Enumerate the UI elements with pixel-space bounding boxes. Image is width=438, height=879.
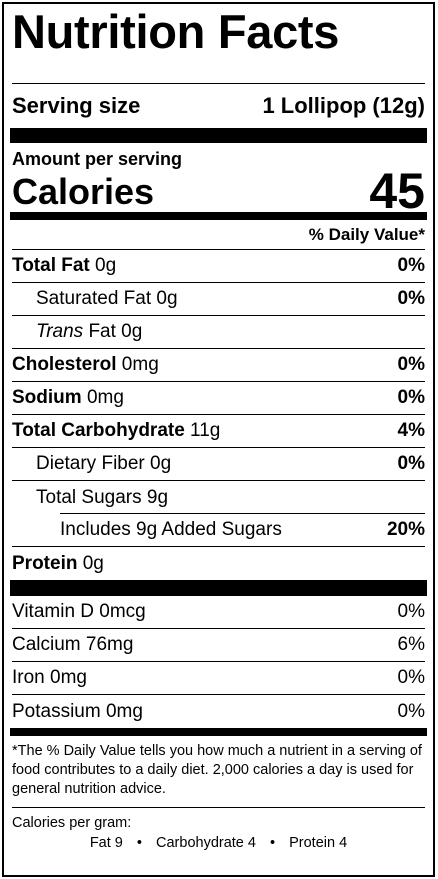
nutrient-amount: 0mg (81, 387, 124, 408)
nutrient-amount: 0mg (116, 354, 159, 375)
vitamin-daily-value: 0% (397, 601, 425, 622)
vitamin-row-vitamin-d: Vitamin D 0mcg 0% (12, 596, 425, 629)
nutrient-name: Cholesterol (12, 354, 117, 375)
nutrient-row-protein: Protein 0g (12, 547, 425, 580)
fat-per-gram: Fat 9 (89, 835, 123, 851)
nutrient-amount: 0g (77, 552, 104, 574)
nutrient-name: Saturated Fat 0g (36, 288, 178, 309)
nutrient-daily-value: 0% (397, 387, 425, 408)
daily-value-footnote: *The % Daily Value tells you how much a … (12, 736, 425, 808)
calories-per-gram-label: Calories per gram: (12, 815, 132, 831)
nutrient-name: Protein (12, 552, 78, 574)
footnote-divider (10, 728, 427, 736)
nutrient-row-total-carbohydrate: Total Carbohydrate 11g 4% (12, 415, 425, 448)
nutrient-row-total-sugars: Total Sugars 9g (12, 481, 425, 514)
thick-divider (10, 128, 427, 143)
vitamin-daily-value: 0% (397, 667, 425, 688)
vitamin-row-iron: Iron 0mg 0% (12, 662, 425, 695)
nutrient-row-sodium: Sodium 0mg 0% (12, 382, 425, 415)
bullet-separator: • (270, 835, 276, 851)
nutrient-daily-value: 20% (386, 519, 425, 540)
vitamin-name: Iron 0mg (12, 667, 87, 688)
carbohydrate-per-gram: Carbohydrate 4 (156, 835, 256, 851)
nutrient-daily-value: 0% (397, 453, 425, 474)
bullet-separator: • (136, 835, 142, 851)
calories-row: Calories 45 (12, 164, 425, 216)
nutrient-daily-value: 0% (397, 354, 425, 375)
nutrient-name: Includes 9g Added Sugars (60, 519, 282, 540)
vitamin-daily-value: 6% (397, 634, 425, 655)
nutrient-row-cholesterol: Cholesterol 0mg 0% (12, 349, 425, 382)
serving-size-label: Serving size (12, 93, 141, 118)
nutrient-name: Total Sugars 9g (36, 486, 169, 508)
calories-value: 45 (369, 163, 425, 219)
calories-label: Calories (12, 171, 155, 212)
nutrient-name: Total Carbohydrate (12, 420, 185, 441)
vitamin-daily-value: 0% (397, 700, 425, 722)
servings-per-container-line (12, 58, 425, 84)
nutrient-amount: 11g (184, 420, 221, 441)
vitamin-row-calcium: Calcium 76mg 6% (12, 629, 425, 662)
nutrient-amount: 0g (89, 255, 117, 276)
nutrient-row-dietary-fiber: Dietary Fiber 0g 0% (12, 448, 425, 481)
nutrient-name-rest: Fat 0g (83, 321, 143, 342)
nutrient-daily-value: 0% (397, 288, 425, 309)
nutrient-daily-value: 0% (397, 255, 425, 276)
vitamin-row-potassium: Potassium 0mg 0% (12, 695, 425, 728)
nutrient-name: Total Fat (12, 255, 90, 276)
serving-size-row: Serving size 1 Lollipop (12g) (12, 84, 425, 128)
nutrient-row-trans-fat: Trans Fat 0g (12, 316, 425, 349)
nutrient-name: Dietary Fiber 0g (36, 453, 172, 474)
vitamin-name: Potassium 0mg (12, 700, 143, 722)
protein-per-gram: Protein 4 (289, 835, 348, 851)
label-title: Nutrition Facts (12, 5, 340, 58)
thick-divider-vitamins (10, 580, 427, 596)
nutrient-daily-value: 4% (397, 420, 425, 441)
nutrient-name: Sodium (12, 387, 82, 408)
amount-per-serving: Amount per serving (12, 149, 183, 169)
calories-per-gram-values: Fat 9 • Carbohydrate 4 • Protein 4 (12, 833, 425, 853)
vitamin-name: Calcium 76mg (12, 634, 134, 655)
nutrient-name-italic: Trans (36, 321, 84, 342)
calories-per-gram: Calories per gram: Fat 9 • Carbohydrate … (12, 808, 425, 853)
medium-divider (10, 212, 427, 220)
serving-size-value: 1 Lollipop (12g) (262, 93, 425, 118)
nutrient-row-total-fat: Total Fat 0g 0% (12, 250, 425, 283)
vitamin-name: Vitamin D 0mcg (12, 601, 146, 622)
daily-value-header: % Daily Value* (12, 220, 425, 250)
nutrient-row-added-sugars: Includes 9g Added Sugars 20% (12, 514, 425, 547)
nutrient-row-saturated-fat: Saturated Fat 0g 0% (12, 283, 425, 316)
